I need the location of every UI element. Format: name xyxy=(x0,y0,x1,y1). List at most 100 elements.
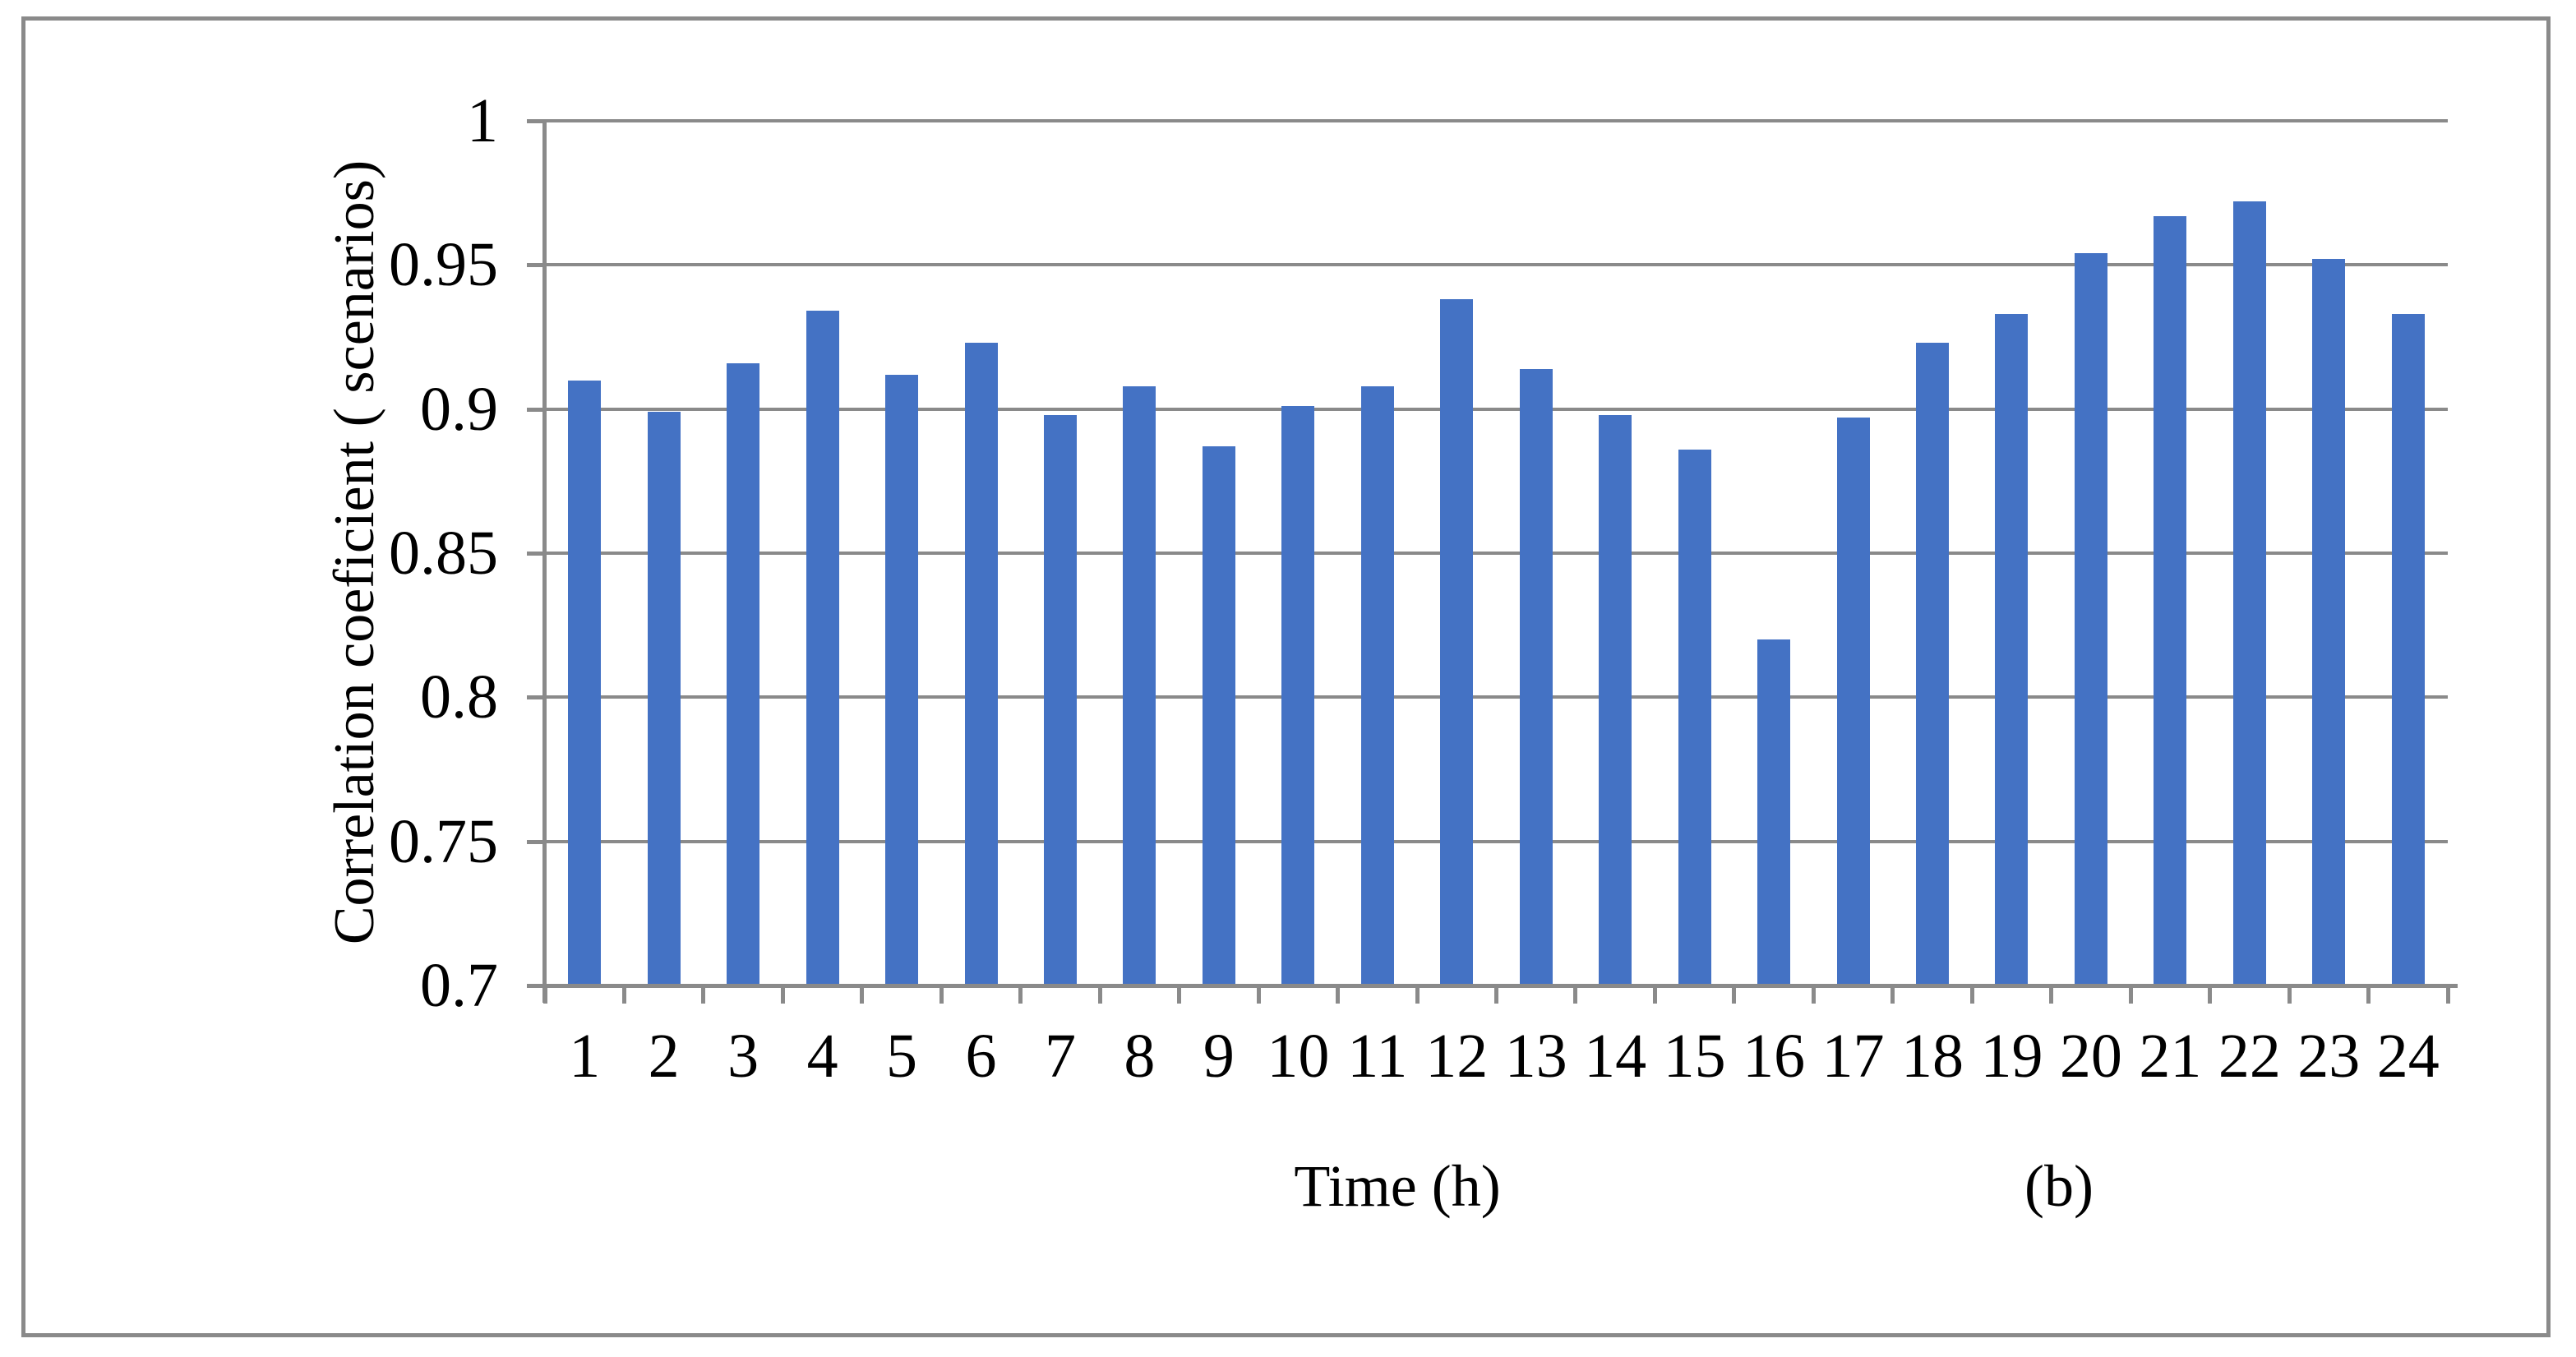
x-tick-label: 1 xyxy=(569,1022,601,1091)
bar-hour-7 xyxy=(1043,414,1077,985)
figure-border xyxy=(21,16,2551,1337)
y-tick-label: 0.8 xyxy=(420,662,498,732)
bar-hour-3 xyxy=(727,362,760,985)
x-tick-label: 11 xyxy=(1347,1022,1408,1091)
x-tick-label: 21 xyxy=(2139,1022,2202,1091)
bar-hour-15 xyxy=(1678,449,1711,985)
x-tick-label: 4 xyxy=(806,1022,838,1091)
y-axis-tick xyxy=(527,839,545,844)
plot-area xyxy=(545,119,2448,985)
panel-label: (b) xyxy=(2024,1153,2094,1219)
x-tick-label: 22 xyxy=(2218,1022,2281,1091)
x-axis-tick xyxy=(1018,985,1023,1004)
bar-hour-18 xyxy=(1916,343,1950,985)
bar-hour-6 xyxy=(964,343,998,985)
y-axis-line xyxy=(542,121,547,1003)
x-tick-label: 2 xyxy=(648,1022,680,1091)
y-tick-label: 0.95 xyxy=(389,230,498,300)
y-axis-tick xyxy=(527,552,545,556)
x-axis-tick xyxy=(1652,985,1657,1004)
x-axis-tick xyxy=(2128,985,2133,1004)
bar-hour-20 xyxy=(2074,253,2107,985)
x-tick-label: 14 xyxy=(1584,1022,1647,1091)
bar-hour-22 xyxy=(2232,201,2266,985)
x-tick-label: 18 xyxy=(1901,1022,1964,1091)
y-tick-label: 1 xyxy=(467,86,498,155)
x-tick-label: 5 xyxy=(886,1022,918,1091)
x-axis-tick xyxy=(1732,985,1737,1004)
x-tick-label: 12 xyxy=(1425,1022,1489,1091)
bar-hour-2 xyxy=(647,412,681,985)
x-axis-tick xyxy=(1573,985,1578,1004)
x-tick-label: 8 xyxy=(1124,1022,1156,1091)
gridline xyxy=(545,839,2448,843)
x-axis-tick xyxy=(1256,985,1261,1004)
gridline xyxy=(545,407,2448,411)
x-tick-label: 9 xyxy=(1203,1022,1235,1091)
bar-hour-9 xyxy=(1202,446,1235,985)
x-axis-tick xyxy=(1097,985,1102,1004)
y-axis-tick xyxy=(527,119,545,123)
x-tick-label: 10 xyxy=(1267,1022,1330,1091)
x-tick-label: 15 xyxy=(1663,1022,1726,1091)
bar-hour-23 xyxy=(2312,259,2346,985)
x-axis-tick xyxy=(2287,985,2292,1004)
x-tick-label: 7 xyxy=(1044,1022,1076,1091)
y-tick-label: 0.85 xyxy=(389,519,498,588)
x-tick-label: 16 xyxy=(1743,1022,1806,1091)
x-axis-tick xyxy=(2366,985,2371,1004)
bar-hour-16 xyxy=(1757,639,1791,985)
bar-hour-17 xyxy=(1836,418,1870,985)
x-tick-label: 19 xyxy=(1980,1022,2043,1091)
gridline xyxy=(545,119,2448,122)
x-axis-tick xyxy=(1890,985,1895,1004)
x-axis-tick xyxy=(701,985,706,1004)
x-tick-label: 17 xyxy=(1821,1022,1885,1091)
x-axis-tick xyxy=(780,985,785,1004)
x-axis-tick xyxy=(2445,985,2450,1004)
y-axis-tick xyxy=(527,263,545,268)
x-tick-label: 24 xyxy=(2376,1022,2440,1091)
y-tick-label: 0.9 xyxy=(420,374,498,444)
x-tick-label: 20 xyxy=(2059,1022,2122,1091)
x-axis-tick xyxy=(621,985,626,1004)
x-axis-tick xyxy=(2049,985,2054,1004)
x-tick-label: 3 xyxy=(727,1022,759,1091)
y-tick-label: 0.75 xyxy=(389,806,498,876)
x-axis-title: Time (h) xyxy=(1294,1153,1501,1219)
y-tick-label: 0.7 xyxy=(420,951,498,1020)
x-axis-tick xyxy=(939,985,944,1004)
x-axis-tick xyxy=(1811,985,1816,1004)
x-axis-tick xyxy=(1177,985,1182,1004)
x-tick-label: 6 xyxy=(965,1022,997,1091)
gridline xyxy=(545,695,2448,699)
x-tick-label: 23 xyxy=(2297,1022,2361,1091)
bar-hour-14 xyxy=(1599,414,1632,985)
y-axis-tick xyxy=(527,984,545,988)
bar-hour-13 xyxy=(1519,368,1553,985)
x-axis-tick xyxy=(542,985,547,1004)
bar-hour-10 xyxy=(1281,406,1315,985)
x-tick-label: 13 xyxy=(1504,1022,1567,1091)
gridline xyxy=(545,263,2448,267)
x-axis-tick xyxy=(1336,985,1341,1004)
bar-hour-19 xyxy=(1995,313,2029,985)
bar-hour-4 xyxy=(806,311,839,985)
x-axis-tick xyxy=(1494,985,1498,1004)
gridline xyxy=(545,552,2448,555)
x-axis-tick xyxy=(1415,985,1420,1004)
bar-hour-5 xyxy=(885,374,919,985)
bar-hour-12 xyxy=(1440,299,1474,985)
bar-hour-11 xyxy=(1360,385,1394,985)
y-axis-tick xyxy=(527,407,545,412)
x-axis-tick xyxy=(2208,985,2213,1004)
y-axis-tick xyxy=(527,695,545,700)
x-axis-tick xyxy=(860,985,865,1004)
bar-hour-1 xyxy=(568,380,602,985)
bar-hour-24 xyxy=(2391,313,2425,985)
x-axis-tick xyxy=(1969,985,1974,1004)
x-axis-line xyxy=(530,984,2458,988)
bar-hour-21 xyxy=(2154,215,2187,985)
bar-hour-8 xyxy=(1123,385,1156,985)
